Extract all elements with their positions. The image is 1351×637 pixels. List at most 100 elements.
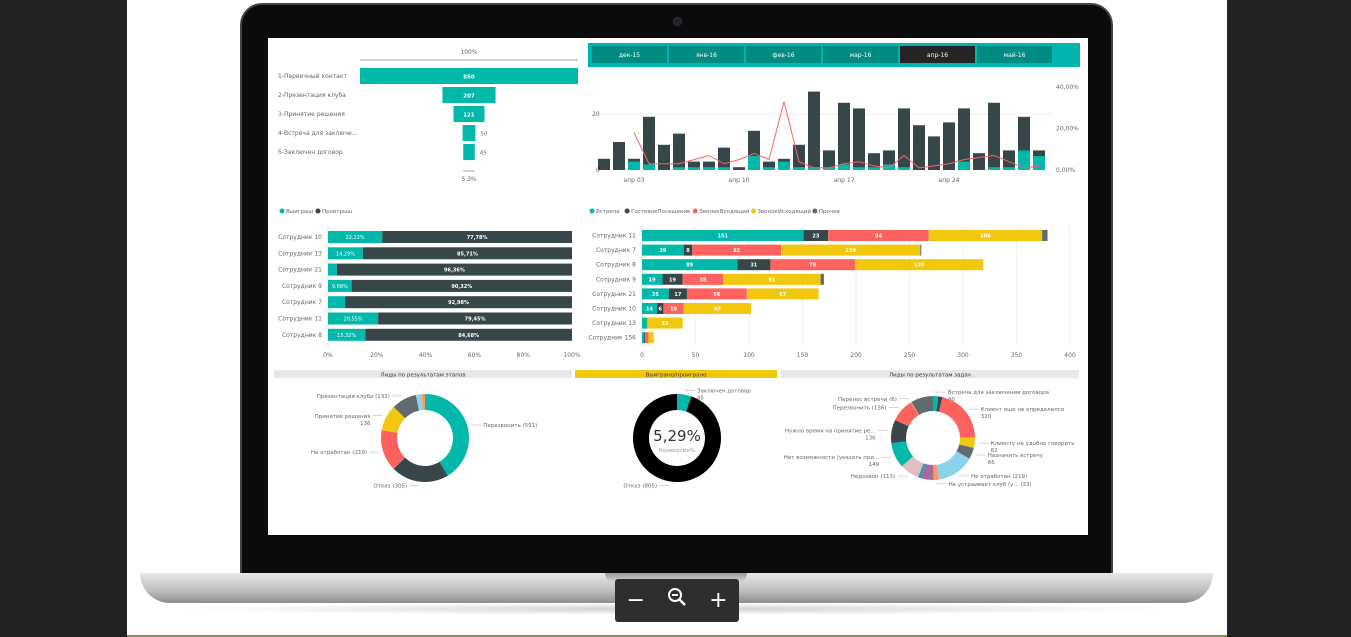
donut-slice[interactable] [910,401,920,416]
bar-win[interactable] [328,231,383,243]
bar-win[interactable] [328,247,363,260]
tab-фев-16[interactable] [746,46,821,63]
tab-янв-16[interactable] [669,46,744,63]
bar-loss[interactable] [943,122,955,170]
donut-slice[interactable] [956,444,974,459]
bar-win[interactable] [688,167,700,170]
funnel-bar[interactable] [462,125,476,141]
tab-май-16[interactable] [977,46,1052,63]
bar-loss[interactable] [988,102,1000,170]
donut-slice[interactable] [393,394,420,419]
tab-апр-16[interactable] [900,46,975,63]
bar-loss[interactable] [378,312,572,325]
bar-segment[interactable] [820,273,824,285]
bar-segment[interactable] [642,259,738,271]
bar-segment[interactable] [662,273,683,285]
bar-win[interactable] [703,167,715,170]
donut-slice[interactable] [891,441,914,467]
bar-win[interactable] [628,161,640,170]
bar-loss[interactable] [1003,150,1015,170]
donut-slice[interactable] [933,464,940,480]
bar-win[interactable] [673,167,685,170]
bar-win[interactable] [328,328,366,341]
bar-loss[interactable] [763,161,775,170]
donut-slice[interactable] [393,457,448,482]
bar-segment[interactable] [668,288,687,300]
bar-win[interactable] [853,167,865,170]
bar-segment[interactable] [828,230,929,241]
bar-segment[interactable] [803,230,829,241]
donut-slice[interactable] [918,463,926,479]
bar-loss[interactable] [382,231,572,243]
funnel-bar[interactable] [442,87,496,103]
bar-win[interactable] [328,312,379,325]
bar-segment[interactable] [928,230,1043,241]
bar-segment[interactable] [686,288,747,300]
bar-loss[interactable] [345,296,572,309]
bar-segment[interactable] [642,230,804,241]
bar-segment[interactable] [648,332,654,344]
donut-slice[interactable] [891,420,909,444]
bar-segment[interactable] [642,273,663,285]
donut-slice[interactable] [911,396,933,415]
bar-win[interactable] [808,167,820,170]
bar-loss[interactable] [365,328,572,341]
bar-segment[interactable] [723,273,821,285]
bar-segment[interactable] [642,288,669,300]
bar-segment[interactable] [642,244,684,256]
bar-loss[interactable] [973,153,985,170]
donut-slice[interactable] [936,396,943,412]
bar-win[interactable] [1033,156,1045,170]
bar-segment[interactable] [737,259,771,271]
bar-segment[interactable] [781,244,921,256]
bar-win[interactable] [898,167,910,170]
bar-segment[interactable] [746,288,819,300]
bar-loss[interactable] [808,91,820,170]
tab-мар-16[interactable] [823,46,898,63]
plus-icon[interactable]: + [709,588,728,613]
bar-win[interactable] [778,161,790,170]
bar-loss[interactable] [673,133,685,170]
bar-loss[interactable] [898,108,910,170]
donut-slice[interactable] [381,429,406,469]
donut-slice[interactable] [421,394,425,411]
bar-segment[interactable] [770,259,855,271]
bar-win[interactable] [328,296,346,309]
donut-slice[interactable] [936,451,970,480]
funnel-bar[interactable] [360,68,578,84]
bar-loss[interactable] [658,144,670,170]
bar-segment[interactable] [683,244,693,256]
bar-segment[interactable] [854,259,984,271]
donut-slice[interactable] [895,402,919,427]
donut-slice[interactable] [921,463,934,480]
bar-loss[interactable] [838,102,850,170]
bar-segment[interactable] [645,332,649,344]
bar-loss[interactable] [336,263,572,276]
bar-loss[interactable] [643,116,655,170]
bar-loss[interactable] [958,108,970,170]
bar-loss[interactable] [823,150,835,170]
bar-segment[interactable] [663,303,684,314]
donut-slice[interactable] [381,407,406,433]
bar-segment[interactable] [1042,230,1048,241]
donut-slice[interactable] [632,394,721,482]
bar-win[interactable] [1018,150,1030,170]
bar-win[interactable] [328,279,352,292]
funnel-bar[interactable] [453,106,485,122]
bar-segment[interactable] [647,317,683,329]
bar-segment[interactable] [683,303,752,314]
bar-loss[interactable] [853,108,865,170]
bar-segment[interactable] [642,332,645,344]
bar-loss[interactable] [733,167,745,170]
bar-win[interactable] [838,164,850,170]
donut-slice[interactable] [425,394,470,476]
bar-segment[interactable] [682,273,724,285]
bar-loss[interactable] [793,144,805,170]
bar-win[interactable] [883,164,895,170]
minus-icon[interactable]: − [626,588,645,613]
bar-loss[interactable] [718,147,730,170]
bar-win[interactable] [748,156,760,170]
donut-slice[interactable] [901,456,924,478]
tab-дек-15[interactable] [592,46,667,63]
bar-win[interactable] [1003,167,1015,170]
